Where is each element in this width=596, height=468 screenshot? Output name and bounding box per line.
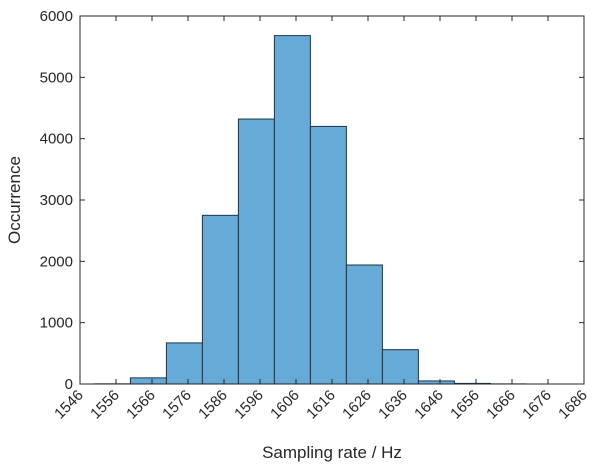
y-tick-label: 0 [65, 376, 73, 393]
y-tick-label: 4000 [40, 131, 73, 148]
x-tick-label: 1636 [375, 387, 411, 423]
x-tick-label: 1616 [303, 387, 339, 423]
bar [309, 125, 347, 385]
x-tick-label: 1666 [483, 387, 519, 423]
x-tick-label: 1686 [555, 387, 591, 423]
bar [381, 349, 419, 385]
x-tick-label: 1656 [447, 387, 483, 423]
x-tick-label: 1646 [411, 387, 447, 423]
y-axis-label: Occurrence [5, 156, 24, 244]
y-tick-label: 1000 [40, 315, 73, 332]
y-tick-label: 5000 [40, 69, 73, 86]
y-tick-label: 3000 [40, 192, 73, 209]
x-tick-label: 1556 [87, 387, 123, 423]
bar [273, 35, 311, 385]
x-axis-label: Sampling rate / Hz [262, 443, 402, 462]
x-tick-label: 1586 [195, 387, 231, 423]
x-tick-label: 1676 [519, 387, 555, 423]
bar [201, 214, 239, 385]
bar [345, 264, 383, 385]
x-tick-label: 1606 [267, 387, 303, 423]
bar [129, 377, 167, 385]
bar [165, 342, 203, 385]
y-tick-label: 6000 [40, 8, 73, 25]
bar [237, 118, 275, 385]
y-tick-label: 2000 [40, 253, 73, 270]
x-tick-label: 1576 [159, 387, 195, 423]
x-tick-label: 1546 [51, 387, 87, 423]
x-tick-label: 1566 [123, 387, 159, 423]
x-tick-label: 1626 [339, 387, 375, 423]
x-tick-label: 1596 [231, 387, 267, 423]
